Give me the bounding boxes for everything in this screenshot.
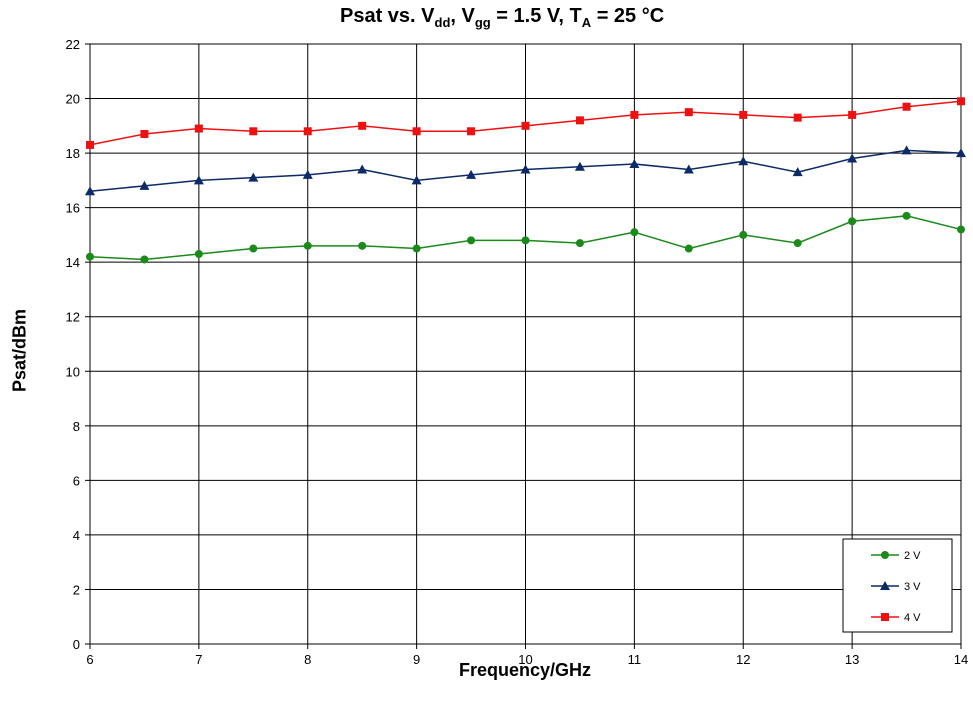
data-point xyxy=(467,127,476,136)
y-tick-label: 16 xyxy=(66,201,80,216)
data-point xyxy=(86,252,94,261)
data-point xyxy=(520,164,531,174)
data-point xyxy=(140,130,149,138)
legend-marker xyxy=(880,581,890,590)
x-tick-label: 12 xyxy=(736,652,750,667)
y-tick-label: 4 xyxy=(73,528,80,543)
y-tick-label: 20 xyxy=(66,92,80,107)
data-point xyxy=(739,230,748,239)
data-point xyxy=(683,164,694,174)
data-point xyxy=(684,244,693,253)
legend-label: 2 V xyxy=(904,550,921,562)
data-point xyxy=(957,97,965,106)
x-tick-label: 14 xyxy=(954,652,968,667)
y-tick-label: 0 xyxy=(73,637,80,652)
x-tick-label: 7 xyxy=(195,652,202,667)
legend-marker xyxy=(881,613,889,621)
data-point xyxy=(248,172,259,182)
data-point xyxy=(847,153,858,163)
data-point xyxy=(194,250,203,258)
y-tick-label: 10 xyxy=(66,364,80,379)
y-tick-label: 6 xyxy=(73,473,80,488)
data-point xyxy=(848,110,857,119)
data-point xyxy=(358,121,367,130)
legend-label: 3 V xyxy=(904,581,921,593)
data-point xyxy=(957,225,965,234)
data-point xyxy=(303,127,312,136)
y-tick-label: 18 xyxy=(66,146,80,161)
data-point xyxy=(521,121,530,130)
data-point xyxy=(411,175,422,185)
data-point xyxy=(902,102,911,111)
data-point xyxy=(630,228,639,237)
data-point xyxy=(792,167,803,177)
data-point xyxy=(739,110,748,119)
data-point xyxy=(467,236,476,245)
data-point xyxy=(684,108,693,117)
x-axis-label: Frequency/GHz xyxy=(458,660,592,680)
data-point xyxy=(303,241,312,250)
x-tick-label: 11 xyxy=(628,652,642,667)
x-tick-label: 10 xyxy=(518,652,532,667)
x-tick-label: 9 xyxy=(413,652,420,667)
y-tick-label: 22 xyxy=(66,37,80,52)
data-point xyxy=(302,169,313,179)
chart-title: Psat vs. Vdd, Vgg = 1.5 V, TA = 25 °C xyxy=(340,5,665,30)
data-point xyxy=(357,164,368,174)
data-point xyxy=(956,148,966,158)
data-point xyxy=(521,236,530,245)
data-point xyxy=(902,211,911,220)
data-point xyxy=(140,255,149,264)
data-point xyxy=(358,241,367,250)
data-point xyxy=(630,110,639,119)
y-tick-label: 14 xyxy=(66,255,80,270)
data-point xyxy=(629,159,640,168)
data-point xyxy=(793,113,802,122)
data-point xyxy=(412,244,421,253)
data-point xyxy=(85,186,95,196)
y-tick-label: 8 xyxy=(73,419,80,434)
legend-label: 4 V xyxy=(904,612,921,624)
data-point xyxy=(793,239,802,248)
x-tick-label: 8 xyxy=(304,652,311,667)
data-point xyxy=(574,161,585,171)
data-point xyxy=(466,169,477,179)
y-tick-label: 12 xyxy=(66,310,80,325)
data-point xyxy=(249,244,258,253)
y-tick-label: 2 xyxy=(73,582,80,597)
data-point xyxy=(575,239,584,248)
data-point xyxy=(901,145,912,155)
data-point xyxy=(738,156,749,166)
data-point xyxy=(848,217,857,226)
data-point xyxy=(249,127,258,136)
legend-marker xyxy=(881,551,889,559)
x-tick-label: 13 xyxy=(845,652,859,667)
x-tick-label: 6 xyxy=(86,652,93,667)
data-point xyxy=(139,180,150,190)
data-point xyxy=(193,175,204,185)
data-point xyxy=(194,124,203,133)
data-point xyxy=(412,127,421,136)
data-point xyxy=(575,116,584,125)
data-point xyxy=(86,140,94,149)
